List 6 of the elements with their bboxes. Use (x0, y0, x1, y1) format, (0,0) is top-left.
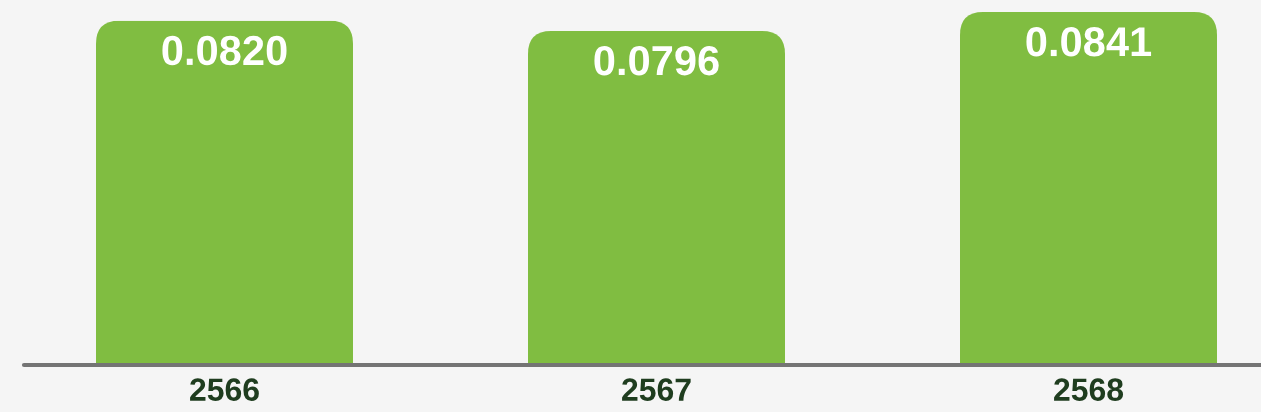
x-tick-label: 2566 (190, 378, 259, 401)
x-tick-label: 2567 (622, 378, 691, 401)
x-tick-label: 2568 (1054, 378, 1124, 401)
data-label: 0.0796 (594, 45, 719, 76)
data-label: 0.0820 (162, 35, 287, 66)
data-label: 0.0841 (1026, 26, 1152, 57)
